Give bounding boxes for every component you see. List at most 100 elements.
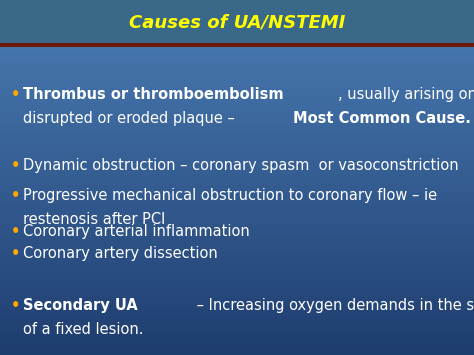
Bar [0, 121, 474, 124]
Bar [0, 263, 474, 266]
Text: •: • [10, 158, 20, 173]
Bar [0, 206, 474, 209]
Bar [0, 181, 474, 185]
Bar [0, 11, 474, 14]
Bar [0, 266, 474, 270]
Bar [0, 43, 474, 46]
Bar [0, 163, 474, 167]
Bar [0, 53, 474, 57]
Bar [0, 146, 474, 149]
Bar [0, 295, 474, 298]
Bar [0, 277, 474, 280]
Bar [0, 75, 474, 78]
Bar [0, 138, 474, 142]
Bar [0, 252, 474, 256]
Bar [0, 220, 474, 224]
Bar [0, 60, 474, 64]
Bar [0, 327, 474, 330]
Bar [0, 202, 474, 206]
Text: of a fixed lesion.: of a fixed lesion. [23, 322, 143, 337]
Text: disrupted or eroded plaque –: disrupted or eroded plaque – [23, 111, 239, 126]
Bar [0, 280, 474, 284]
Bar [0, 32, 474, 36]
Bar [0, 174, 474, 178]
Bar [0, 288, 474, 291]
Bar [0, 188, 474, 192]
Text: •: • [10, 246, 20, 261]
Bar [0, 82, 474, 85]
Bar [0, 124, 474, 128]
Bar [0, 25, 474, 28]
Bar [0, 89, 474, 92]
Bar [0, 302, 474, 305]
Bar [0, 106, 474, 110]
Bar [0, 128, 474, 131]
Bar [0, 305, 474, 309]
Bar [0, 21, 474, 25]
Bar [0, 142, 474, 146]
Bar [0, 71, 474, 75]
Bar [0, 4, 474, 7]
Bar [0, 341, 474, 344]
Bar [0, 103, 474, 106]
Bar [0, 167, 474, 170]
Bar [0, 178, 474, 181]
Bar [0, 273, 474, 277]
Bar [0, 99, 474, 103]
Text: Secondary UA: Secondary UA [23, 298, 137, 313]
Bar [0, 160, 474, 163]
Bar [0, 78, 474, 82]
Text: restenosis after PCI: restenosis after PCI [23, 212, 165, 227]
Bar [0, 156, 474, 160]
Bar [0, 344, 474, 348]
Bar [0, 0, 474, 4]
Bar [0, 238, 474, 241]
Text: •: • [10, 87, 20, 102]
Bar [0, 110, 474, 114]
Bar [0, 185, 474, 188]
Bar [0, 337, 474, 341]
Bar [0, 117, 474, 121]
Bar [0, 50, 474, 53]
Bar [0, 309, 474, 312]
Bar [0, 348, 474, 351]
Bar [0, 234, 474, 238]
Text: Coronary arterial inflammation: Coronary arterial inflammation [23, 224, 249, 239]
Bar [0, 43, 474, 47]
Bar [0, 131, 474, 135]
Text: Most Common Cause.: Most Common Cause. [293, 111, 471, 126]
Bar [0, 334, 474, 337]
Bar [0, 351, 474, 355]
Text: Thrombus or thromboembolism: Thrombus or thromboembolism [23, 87, 283, 102]
Text: •: • [10, 298, 20, 313]
Bar [0, 28, 474, 32]
Text: •: • [10, 188, 20, 203]
Text: , usually arising on: , usually arising on [337, 87, 474, 102]
Bar [0, 245, 474, 248]
Bar [0, 46, 474, 50]
Bar [0, 224, 474, 227]
Text: Coronary artery dissection: Coronary artery dissection [23, 246, 218, 261]
Bar [0, 192, 474, 195]
FancyBboxPatch shape [0, 0, 474, 44]
Text: Progressive mechanical obstruction to coronary flow – ie: Progressive mechanical obstruction to co… [23, 188, 437, 203]
Bar [0, 291, 474, 295]
Bar [0, 114, 474, 117]
Bar [0, 231, 474, 234]
Bar [0, 153, 474, 156]
Bar [0, 312, 474, 316]
Text: •: • [10, 224, 20, 239]
Bar [0, 330, 474, 334]
Bar [0, 256, 474, 259]
Bar [0, 170, 474, 174]
Bar [0, 64, 474, 67]
Bar [0, 320, 474, 323]
Bar [0, 96, 474, 99]
Text: Causes of UA/NSTEMI: Causes of UA/NSTEMI [129, 13, 345, 31]
Bar [0, 199, 474, 202]
Bar [0, 18, 474, 21]
Bar [0, 85, 474, 89]
Bar [0, 284, 474, 288]
Bar [0, 270, 474, 273]
Text: – Increasing oxygen demands in the setting: – Increasing oxygen demands in the setti… [191, 298, 474, 313]
